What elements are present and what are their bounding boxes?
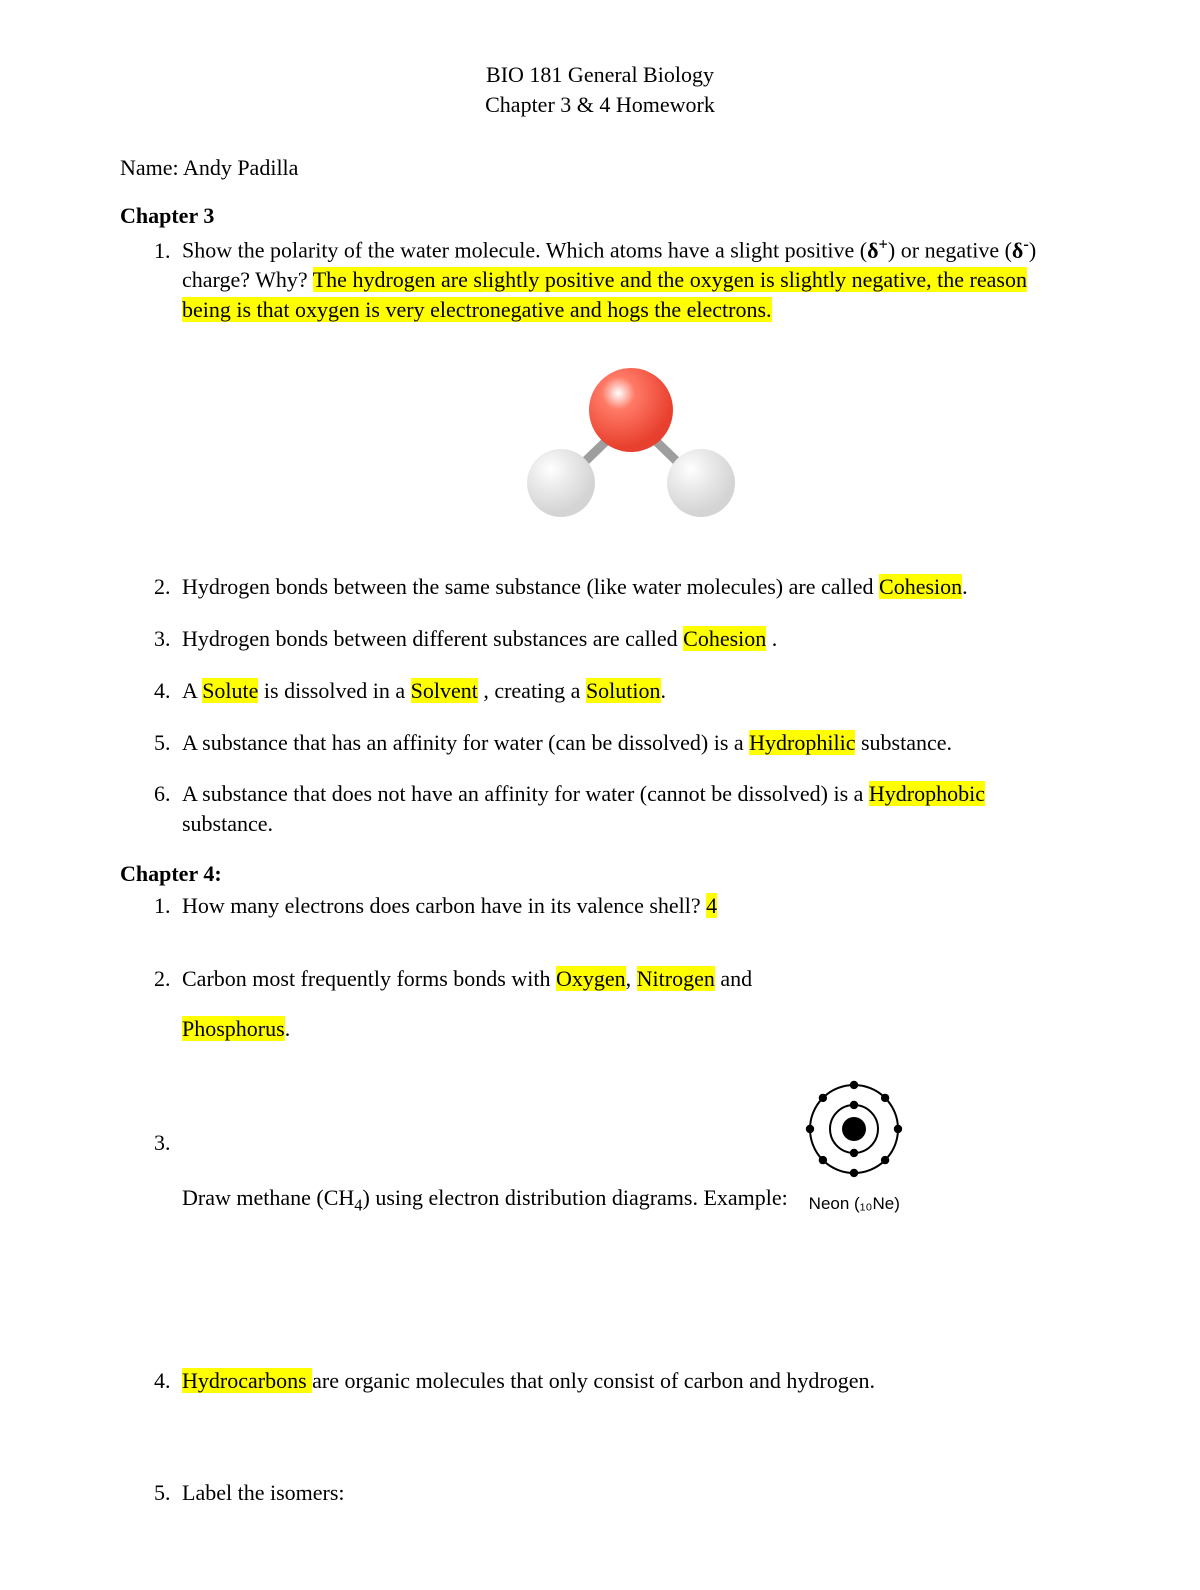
ch3-q4-b: is dissolved in a — [258, 678, 410, 703]
ch3-q3-tail: . — [766, 626, 777, 651]
electron — [819, 1156, 827, 1164]
spacer — [182, 994, 1080, 1014]
ch4-q3: Draw methane (CH4) using electron distri… — [176, 1074, 1080, 1367]
ch3-q3-text: Hydrogen bonds between different substan… — [182, 626, 683, 651]
ch4-q4-b: are organic molecules that only consist … — [312, 1368, 875, 1393]
name-label: Name: — [120, 155, 183, 180]
electron — [806, 1124, 814, 1132]
chapter-4-heading: Chapter 4: — [120, 861, 1080, 887]
water-molecule-svg — [501, 355, 761, 535]
ch4-q2-ans3: Phosphorus — [182, 1016, 285, 1041]
ch3-q3: Hydrogen bonds between different substan… — [176, 624, 1080, 654]
ch4-q1-answer: 4 — [706, 893, 717, 918]
ch3-q4-a: A — [182, 678, 202, 703]
ch3-q4: A Solute is dissolved in a Solvent , cre… — [176, 676, 1080, 706]
ch4-q3-b: ) using electron distribution diagrams. … — [363, 1185, 788, 1210]
ch3-q3-answer: Cohesion — [683, 626, 766, 651]
ch3-q2: Hydrogen bonds between the same substanc… — [176, 572, 1080, 602]
ch3-q5-answer: Hydrophilic — [749, 730, 855, 755]
ch3-q2-tail: . — [962, 574, 968, 599]
electron — [819, 1093, 827, 1101]
neon-atom-diagram: Neon (₁₀Ne) — [799, 1074, 909, 1217]
ch3-q5: A substance that has an affinity for wat… — [176, 728, 1080, 758]
ch4-q2-sep1: , — [626, 966, 637, 991]
hydrogen-left — [527, 449, 595, 517]
ch3-q6-tail: substance. — [182, 811, 273, 836]
hydrogen-right — [667, 449, 735, 517]
ch4-q2-b: and — [715, 966, 752, 991]
chapter-3-questions: Show the polarity of the water molecule.… — [176, 233, 1080, 838]
ch3-q1: Show the polarity of the water molecule.… — [176, 233, 1080, 542]
ch3-q4-c: , creating a — [478, 678, 586, 703]
plus-superscript: + — [879, 234, 888, 253]
neon-caption: Neon (₁₀Ne) — [799, 1193, 909, 1216]
nucleus — [842, 1117, 866, 1141]
ch4-q5-text: Label the isomers: — [182, 1480, 345, 1505]
ch3-q4-ans1: Solute — [202, 678, 258, 703]
ch4-q2-ans2: Nitrogen — [637, 966, 715, 991]
oxygen-atom — [589, 368, 673, 452]
ch3-q2-answer: Cohesion — [879, 574, 962, 599]
ch4-q1: How many electrons does carbon have in i… — [176, 891, 1080, 921]
ch3-q4-ans2: Solvent — [411, 678, 478, 703]
ch4-q3-a: Draw methane (CH — [182, 1185, 354, 1210]
ch3-q6: A substance that does not have an affini… — [176, 779, 1080, 838]
ch3-q4-ans3: Solution — [586, 678, 661, 703]
neon-atom-svg — [799, 1074, 909, 1184]
electron — [850, 1168, 858, 1176]
ch4-q2: Carbon most frequently forms bonds with … — [176, 964, 1080, 1043]
assignment-title: Chapter 3 & 4 Homework — [120, 90, 1080, 120]
ch3-q6-answer: Hydrophobic — [869, 781, 985, 806]
chapter-4-questions: How many electrons does carbon have in i… — [176, 891, 1080, 1508]
ch3-q4-d: . — [661, 678, 667, 703]
ch3-q1-prompt-b: ) or negative ( — [888, 238, 1012, 263]
ch4-q4-answer: Hydrocarbons — [182, 1368, 312, 1393]
ch4-q5: Label the isomers: — [176, 1478, 1080, 1508]
electron — [850, 1100, 858, 1108]
delta-symbol: δ — [867, 238, 878, 263]
ch4-q2-a: Carbon most frequently forms bonds with — [182, 966, 556, 991]
water-molecule-diagram — [182, 355, 1080, 543]
document-page: BIO 181 General Biology Chapter 3 & 4 Ho… — [0, 0, 1200, 1590]
ch4-q1-text: How many electrons does carbon have in i… — [182, 893, 706, 918]
drawing-space — [182, 1216, 1080, 1366]
ch3-q5-text: A substance that has an affinity for wat… — [182, 730, 749, 755]
ch3-q5-tail: substance. — [855, 730, 952, 755]
delta-symbol-2: δ — [1012, 238, 1023, 263]
student-name-line: Name: Andy Padilla — [120, 155, 1080, 181]
chapter-3-heading: Chapter 3 — [120, 203, 1080, 229]
course-title: BIO 181 General Biology — [120, 60, 1080, 90]
document-header: BIO 181 General Biology Chapter 3 & 4 Ho… — [120, 60, 1080, 119]
spacer — [182, 1396, 1080, 1456]
ch4-q2-ans1: Oxygen — [556, 966, 626, 991]
electron — [850, 1080, 858, 1088]
ch4-q3-sub4: 4 — [354, 1195, 362, 1214]
ch3-q6-text: A substance that does not have an affini… — [182, 781, 869, 806]
ch3-q1-prompt-a: Show the polarity of the water molecule.… — [182, 238, 867, 263]
ch3-q2-text: Hydrogen bonds between the same substanc… — [182, 574, 879, 599]
ch4-q4: Hydrocarbons are organic molecules that … — [176, 1366, 1080, 1456]
student-name: Andy Padilla — [183, 155, 299, 180]
electron — [881, 1156, 889, 1164]
ch4-q2-c: . — [285, 1016, 291, 1041]
electron — [850, 1148, 858, 1156]
electron — [894, 1124, 902, 1132]
electron — [881, 1093, 889, 1101]
